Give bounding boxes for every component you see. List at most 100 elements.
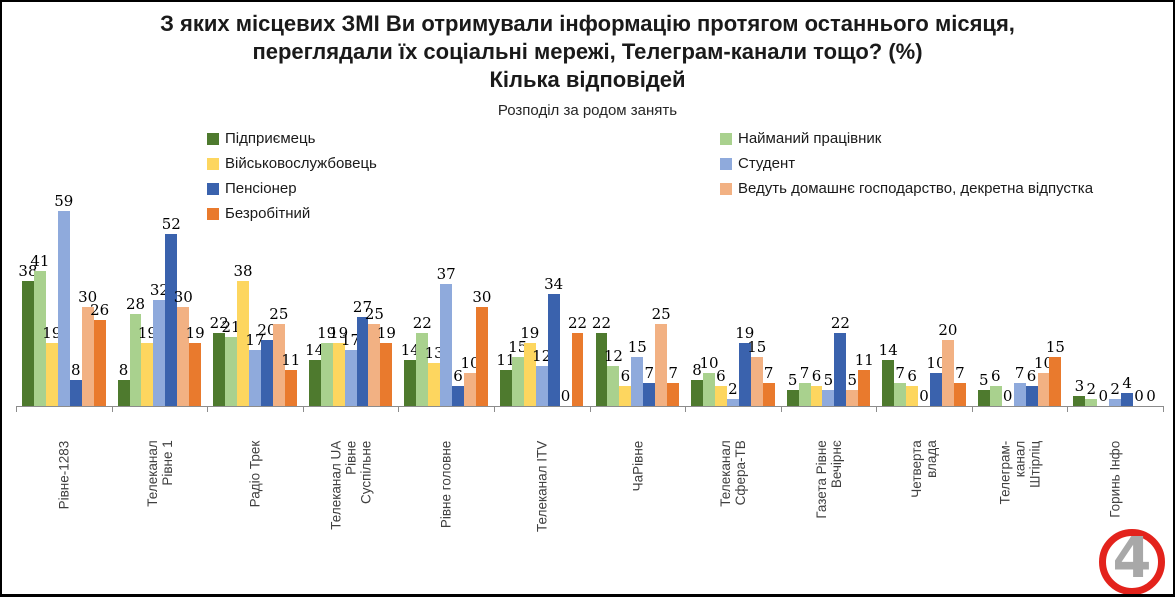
bar-value-label: 20: [938, 321, 958, 339]
bar-Пенсіонер-Газета-Рівне-Вечірнє: [834, 333, 847, 406]
channel-4-logo: 4: [1099, 526, 1165, 594]
bar-Пенсіонер-Телеканал-Сфера-ТВ: [738, 343, 751, 406]
category-label: Рівне головне: [438, 440, 454, 528]
chart-title-line2: переглядали їх соціальні мережі, Телегра…: [252, 39, 923, 64]
bar-Військовослужбовець-Газета-Рівне-Вечірнє: [810, 386, 823, 406]
bar-value-label: 7: [799, 363, 810, 382]
bar-value-label: 25: [269, 304, 289, 323]
category-label-box: Телеканал Сфера-ТВ: [685, 413, 781, 563]
legend-item-right-0: Найманий працівник: [720, 126, 1093, 151]
bar-Безробітний-Телеканал-ITV: [571, 333, 584, 406]
legend-item-right-2: Ведуть домашнє господарство, декретна ві…: [720, 176, 1093, 201]
chart-title-line3: Кілька відповідей: [489, 67, 686, 92]
bar-Студент-Рівне-головне: [440, 283, 453, 406]
bar-Ведуть домашнє господарство, декретна відпустка-Рівне-1283: [81, 307, 94, 406]
bar-value-label: 38: [233, 261, 253, 280]
legend-item-left-1: Військовослужбовець: [207, 151, 377, 176]
bar-value-label: 37: [436, 264, 456, 283]
bar-Пенсіонер-Телеканал-ITV: [547, 293, 560, 406]
bar-Студент-Телеканал-Рівне-1: [153, 300, 166, 406]
bar-Безробітний-Рівне-головне: [475, 307, 488, 406]
bar-Підприємець-Четверта-влада: [882, 359, 895, 406]
bar-Пенсіонер-Рівне-головне: [452, 386, 465, 406]
bar-Пенсіонер-Радіо-Трек: [260, 340, 273, 406]
x-axis-tick: [16, 406, 17, 412]
legend-label: Студент: [738, 155, 796, 172]
bar-value-label: 22: [567, 314, 588, 333]
bar-value-label: 4: [1122, 373, 1132, 392]
category-label-box: Телеканал Рівне 1: [112, 413, 208, 563]
bar-Найманий працівник-ЧаРівне: [607, 366, 620, 406]
bar-Студент-Телеканал-ITV: [535, 366, 548, 406]
legend-label: Безробітний: [225, 205, 311, 222]
bar-Ведуть домашнє господарство, декретна відпустка-Четверта-влада: [941, 340, 954, 406]
category-label: Четверта влада: [909, 440, 940, 498]
category-label: Телеканал ITV: [534, 440, 550, 532]
bar-value-label: 52: [161, 215, 181, 234]
legend-column-left: Підприємець Військовослужбовець Пенсіонер Б…: [207, 126, 377, 226]
bar-Пенсіонер-Телеграм-канал-Штірліц: [1025, 386, 1038, 406]
bar-Військовослужбовець-Рівне-1283: [45, 343, 58, 406]
legend-label: Найманий працівник: [738, 130, 882, 147]
title-block: З яких місцевих ЗМІ Ви отримували інформ…: [2, 10, 1173, 119]
bar-Ведуть домашнє господарство, декретна відпустка-Рівне-головне: [464, 373, 476, 406]
bar-Військовослужбовець-Телеканал-Рівне-1: [141, 343, 154, 406]
bar-value-label: 0: [1146, 387, 1156, 405]
bar-Військовослужбовець-ЧаРівне: [619, 386, 632, 406]
bar-Безробітний-Газета-Рівне-Вечірнє: [858, 369, 871, 406]
bar-value-label: 15: [627, 337, 647, 356]
legend-item-left-0: Підприємець: [207, 126, 377, 151]
x-axis-tick: [207, 406, 209, 412]
bar-Ведуть домашнє господарство, декретна відпустка-Радіо-Трек: [272, 323, 285, 406]
chart-title-line1: З яких місцевих ЗМІ Ви отримували інформ…: [160, 11, 1015, 36]
category-label-box: Четверта влада: [876, 413, 972, 563]
bar-Безробітний-Телеканал-Сфера-ТВ: [762, 382, 775, 406]
x-axis-tick: [971, 406, 973, 412]
legend-label: Військовослужбовець: [225, 155, 377, 172]
legend-item-left-2: Пенсіонер: [207, 176, 377, 201]
logo-digit: 4: [1112, 526, 1152, 591]
category-label: Радіо Трек: [247, 440, 263, 507]
legend-swatch: [720, 182, 732, 195]
category-label-box: Газета Рівне Вечірнє: [781, 413, 877, 563]
category-label-box: Рівне головне: [398, 413, 494, 563]
bar-Найманий працівник-Горинь-Інфо: [1085, 399, 1098, 406]
category-label-box: Радіо Трек: [207, 413, 303, 563]
bar-Військовослужбовець-Телеканал-ITV: [523, 343, 536, 406]
bar-Безробітний-Телеканал-UA-Рівне-Суспільне: [380, 343, 393, 406]
bar-value-label: 41: [30, 251, 50, 270]
legend-swatch: [720, 157, 732, 170]
category-label: Телеканал UA Рівне Суспільне: [328, 440, 374, 530]
legend-swatch: [720, 132, 732, 145]
legend-swatch: [207, 182, 219, 195]
bar-Студент-Телеграм-канал-Штірліц: [1013, 382, 1026, 406]
bar-value-label: 34: [544, 274, 564, 293]
bar-Безробітний-Телеканал-Рівне-1: [189, 343, 202, 406]
category-label-box: Телеграм-канал Штірліц: [972, 413, 1068, 563]
bar-Найманий працівник-Рівне-1283: [33, 270, 46, 406]
bar-Безробітний-Рівне-1283: [93, 320, 106, 406]
x-axis-tick: [1067, 406, 1069, 412]
bar-Безробітний-Четверта-влада: [953, 382, 966, 406]
bar-Безробітний-Телеграм-канал-Штірліц: [1049, 356, 1062, 406]
bar-Військовослужбовець-Рівне-головне: [428, 363, 441, 406]
bar-Найманий працівник-Телеканал-UA-Рівне-Суспільне: [320, 343, 333, 406]
legend-label: Підприємець: [225, 130, 316, 147]
bar-Студент-Рівне-1283: [57, 211, 70, 406]
bar-Підприємець-Телеканал-UA-Рівне-Суспільне: [308, 359, 321, 406]
bar-Підприємець-Рівне-головне: [404, 359, 417, 406]
category-label-box: Рівне-1283: [16, 413, 112, 563]
bar-Підприємець-Телеканал-ITV: [499, 369, 512, 406]
bar-Найманий працівник-Телеграм-канал-Штірліц: [989, 386, 1002, 406]
bar-Підприємець-Телеканал-Рівне-1: [117, 379, 130, 406]
bar-Пенсіонер-Рівне-1283: [69, 379, 82, 406]
bar-Найманий працівник-Рівне-головне: [416, 333, 429, 406]
bar-Військовослужбовець-Телеканал-Сфера-ТВ: [714, 386, 727, 406]
legend-label: Пенсіонер: [225, 180, 297, 197]
bar-value-label: 10: [699, 354, 719, 372]
legend-item-right-1: Студент: [720, 151, 1093, 176]
bar-Ведуть домашнє господарство, декретна відпустка-Телеканал-Сфера-ТВ: [750, 356, 763, 406]
x-axis-tick: [780, 406, 782, 412]
bar-Пенсіонер-Телеканал-UA-Рівне-Суспільне: [356, 316, 369, 406]
category-label-box: Телеканал UA Рівне Суспільне: [303, 413, 399, 563]
